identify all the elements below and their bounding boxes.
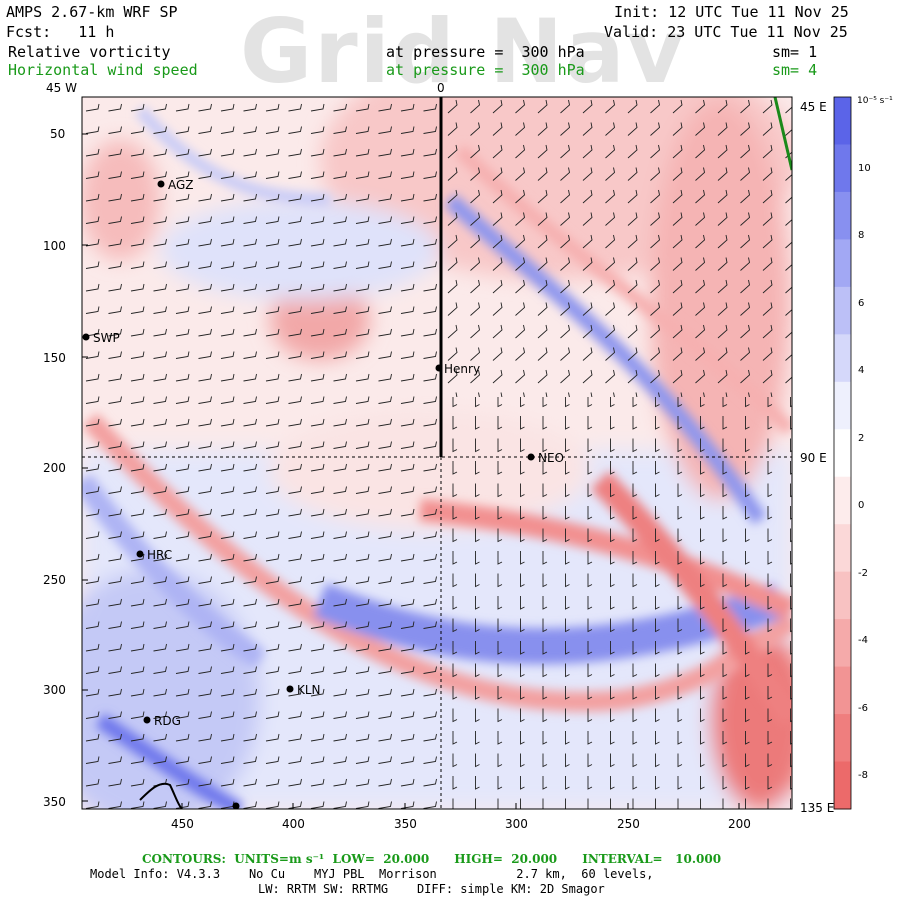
colorbar-label: 6 <box>858 298 864 309</box>
y-tick-label: 50 <box>50 127 65 141</box>
colorbar-label: -4 <box>858 635 868 646</box>
colorbar-unit: 10⁻⁵ s⁻¹ <box>857 96 893 106</box>
colorbar-label: -6 <box>858 703 868 714</box>
left-axis: 50 100 150 200 250 300 350 <box>43 127 88 809</box>
watermark: Grid Nav <box>240 0 686 103</box>
x-tick-label: 250 <box>617 817 640 831</box>
station-label-hrc: HRC <box>147 548 172 562</box>
colorbar-swatch <box>834 524 851 573</box>
station-label-kln: KLN <box>297 683 321 697</box>
lon-label-45e: 45 E <box>800 100 827 114</box>
station-dot-agz <box>157 180 165 188</box>
init-time: Init: 12 UTC Tue 11 Nov 25 <box>614 3 849 21</box>
contour-info: CONTOURS: UNITS=m s⁻¹ LOW= 20.000 HIGH= … <box>142 852 722 866</box>
colorbar-swatch <box>834 381 851 430</box>
colorbar-swatch <box>834 334 851 383</box>
colorbar-labels: 10 8 6 4 2 0 -2 -4 -6 -8 <box>858 163 871 781</box>
colorbar-label: 4 <box>858 365 864 376</box>
x-tick-label: 450 <box>171 817 194 831</box>
colorbar-swatch <box>834 571 851 620</box>
smoothing-2: sm= 4 <box>772 61 818 79</box>
colorbar-label: -8 <box>858 770 868 781</box>
x-tick-label: 300 <box>505 817 528 831</box>
model-info-line-2: LW: RRTM SW: RRTMG DIFF: simple KM: 2D S… <box>258 882 605 896</box>
y-tick-label: 200 <box>43 461 66 475</box>
model-title: AMPS 2.67-km WRF SP <box>6 3 178 21</box>
y-tick-label: 300 <box>43 683 66 697</box>
pressure-level-1: at pressure = 300 hPa <box>386 43 585 61</box>
station-label-rdg: RDG <box>154 714 181 728</box>
colorbar-swatch <box>834 429 851 478</box>
station-dot-hrc <box>136 550 144 558</box>
smoothing-1: sm= 1 <box>772 43 818 61</box>
colorbar-label: 10 <box>858 163 871 174</box>
colorbar-swatch <box>834 476 851 525</box>
station-dot-kln <box>286 685 294 693</box>
colorbar-swatch <box>834 144 851 193</box>
valid-time: Valid: 23 UTC Tue 11 Nov 25 <box>604 23 848 41</box>
station-markers: AGZ SWP Henry NEO HRC KLN RDG <box>82 178 564 810</box>
colorbar-label: -2 <box>858 568 868 579</box>
colorbar <box>834 97 851 810</box>
station-dot-swp <box>82 333 90 341</box>
colorbar-swatch <box>834 239 851 288</box>
station-dot-neo <box>527 453 535 461</box>
station-label-agz: AGZ <box>168 178 194 192</box>
lon-label-135e: 135 E <box>800 801 834 815</box>
station-label-henry: Henry <box>444 362 480 376</box>
station-dot-unnamed <box>232 802 240 810</box>
lon-label-90e: 90 E <box>800 451 827 465</box>
model-info-line-1: Model Info: V4.3.3 No Cu MYJ PBL Morriso… <box>90 867 654 881</box>
pressure-level-2: at pressure = 300 hPa <box>386 61 585 79</box>
colorbar-label: 0 <box>858 500 864 511</box>
station-dot-rdg <box>143 716 151 724</box>
colorbar-frame <box>833 96 852 810</box>
vorticity-field <box>82 97 792 809</box>
lon-label-0: 0 <box>437 81 445 95</box>
x-tick-label: 400 <box>282 817 305 831</box>
forecast-hour: Fcst: 11 h <box>6 23 115 41</box>
bottom-axis: 450 400 350 300 250 200 <box>171 803 751 831</box>
colorbar-label: 2 <box>858 433 864 444</box>
colorbar-swatch <box>834 666 851 715</box>
colorbar-swatch <box>834 619 851 668</box>
y-tick-label: 100 <box>43 239 66 253</box>
y-tick-label: 350 <box>43 795 66 809</box>
field-wind-speed: Horizontal wind speed <box>8 61 198 79</box>
lon-label-45w: 45 W <box>46 81 77 95</box>
x-tick-label: 350 <box>394 817 417 831</box>
field-vorticity: Relative vorticity <box>8 43 171 61</box>
y-tick-label: 250 <box>43 573 66 587</box>
colorbar-swatch <box>834 761 851 810</box>
colorbar-swatch <box>834 286 851 335</box>
station-label-neo: NEO <box>538 451 564 465</box>
colorbar-swatch <box>834 97 851 145</box>
station-label-swp: SWP <box>93 331 120 345</box>
colorbar-swatch <box>834 714 851 763</box>
y-tick-label: 150 <box>43 351 66 365</box>
colorbar-swatch <box>834 191 851 240</box>
map-frame <box>81 96 793 810</box>
x-tick-label: 200 <box>728 817 751 831</box>
colorbar-label: 8 <box>858 230 864 241</box>
station-dot-henry <box>435 364 443 372</box>
